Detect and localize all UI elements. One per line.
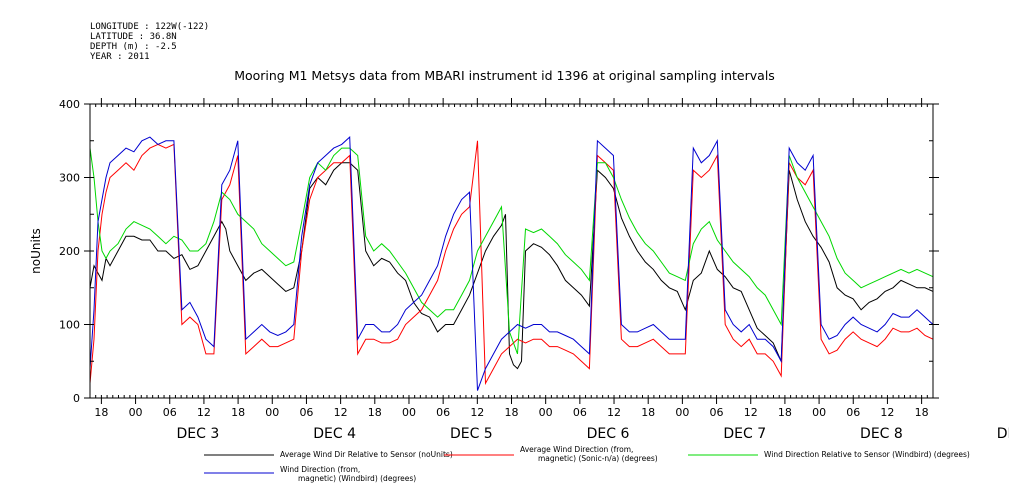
x-tick-label: 18 [94,406,108,419]
x-tick-label: 00 [402,406,416,419]
series-line-1 [89,140,934,386]
x-tick-label: 06 [573,406,587,419]
latitude-label: LATITUDE : 36.8N [90,32,177,42]
series-line-3 [89,136,934,391]
x-tick-label: 12 [744,406,758,419]
x-tick-label: 06 [436,406,450,419]
y-tick-label: 0 [73,392,80,405]
x-tick-label: 18 [641,406,655,419]
axes-layer: 0 100 200 300 400 noUnits 18 00 06 12 18 00 06 12 18 00… [29,98,1009,442]
x-tick-label: 06 [710,406,724,419]
legend: Average Wind Dir Relative to Sensor (noU… [204,445,970,483]
series-layer [89,136,934,391]
chart-title: Mooring M1 Metsys data from MBARI instru… [234,68,775,83]
legend-label-2: Wind Direction Relative to Sensor (Windb… [764,450,970,459]
x-tick-label: 00 [265,406,279,419]
y-tick-label: 100 [59,319,80,332]
x-tick-label: 00 [129,406,143,419]
x-day-label: DEC 3 [177,426,220,442]
x-tick-label: 18 [368,406,382,419]
x-tick-label: 12 [334,406,348,419]
x-day-label: DEC 4 [313,426,356,442]
depth-label: DEPTH (m) : -2.5 [90,42,177,52]
x-tick-label: 00 [675,406,689,419]
x-day-label: DEC 6 [587,426,630,442]
y-tick-label: 400 [59,98,80,111]
x-day-label: DEC 9 [997,426,1009,442]
legend-label-0: Average Wind Dir Relative to Sensor (noU… [280,450,453,459]
x-tick-label: 00 [812,406,826,419]
x-tick-label: 18 [915,406,929,419]
legend-label-3: Wind Direction (from, [280,465,360,474]
x-tick-label: 00 [539,406,553,419]
y-tick-label: 300 [59,172,80,185]
legend-label-1: Average Wind Direction (from, [520,445,633,454]
y-tick-label: 200 [59,245,80,258]
year-label: YEAR : 2011 [90,52,150,62]
x-day-label: DEC 7 [723,426,766,442]
x-tick-label: 06 [299,406,313,419]
x-day-label: DEC 8 [860,426,903,442]
x-day-label: DEC 5 [450,426,493,442]
x-tick-label: 06 [163,406,177,419]
y-axis-label: noUnits [29,228,43,274]
series-line-2 [89,147,934,355]
x-tick-label: 18 [778,406,792,419]
x-tick-label: 12 [880,406,894,419]
x-tick-label: 18 [231,406,245,419]
x-tick-label: 12 [470,406,484,419]
plot-frame [89,103,934,399]
x-tick-label: 18 [505,406,519,419]
x-tick-label: 06 [846,406,860,419]
longitude-label: LONGITUDE : 122W(-122) [90,22,210,32]
legend-label-3-cont: magnetic) (Windbird) (degrees) [298,474,416,483]
x-tick-label: 12 [607,406,621,419]
legend-label-1-cont: magnetic) (Sonic-n/a) (degrees) [538,454,658,463]
x-tick-label: 12 [197,406,211,419]
